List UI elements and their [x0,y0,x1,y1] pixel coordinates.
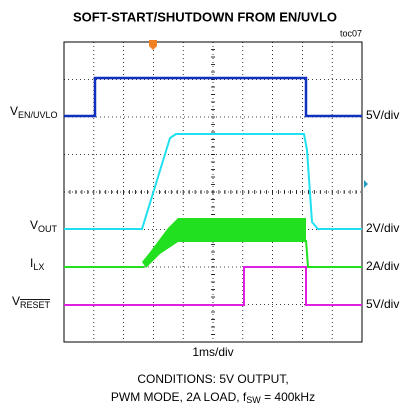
trace-reset [64,266,362,306]
conditions: CONDITIONS: 5V OUTPUT, [137,372,288,386]
channel-scale: 2V/div [366,221,399,235]
grid [63,41,363,343]
title: SOFT-START/SHUTDOWN FROM EN/UVLO [73,9,337,24]
channel-scale: 5V/div [366,108,399,122]
trace-vout [64,133,362,230]
time-scale: 1ms/div [192,345,233,359]
channel-label: ILX [30,256,44,272]
channel-label: VOUT [30,218,58,234]
tag: toc07 [340,28,362,38]
channel-label: VRESET [12,294,51,310]
trace-ilx-band [142,218,306,268]
channel-scale: 5V/div [366,297,399,311]
channel-label: VEN/UVLO [10,104,58,120]
level-marker [364,180,368,188]
trigger-marker [149,40,157,50]
trace-ilx-end [305,239,362,268]
channel-scale: 2A/div [366,259,399,273]
trace-en [64,76,362,118]
conditions: PWM MODE, 2A LOAD, fSW = 400kHz [111,390,315,405]
plot-frame [63,41,363,343]
